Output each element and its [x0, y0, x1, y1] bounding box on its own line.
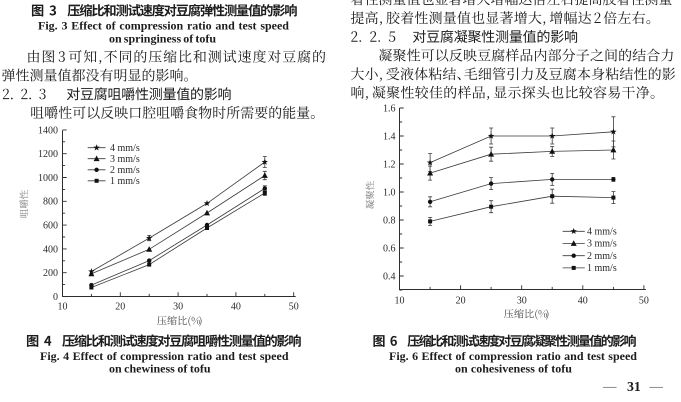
svg-text:on chewiness of tofu: on chewiness of tofu — [109, 362, 211, 376]
svg-text:31: 31 — [627, 379, 641, 394]
svg-text:—: — — [602, 379, 617, 394]
svg-text:1400: 1400 — [38, 125, 58, 136]
svg-text:0.4: 0.4 — [383, 271, 396, 282]
svg-text:40: 40 — [578, 296, 588, 307]
svg-text:1.4: 1.4 — [383, 131, 396, 142]
svg-text:3 mm/s: 3 mm/s — [587, 239, 617, 250]
svg-text:2 mm/s: 2 mm/s — [587, 251, 617, 262]
svg-text:1 mm/s: 1 mm/s — [587, 263, 617, 274]
svg-text:0: 0 — [53, 292, 58, 303]
svg-text:Fig. 3 Effect of compression r: Fig. 3 Effect of compression ratio and t… — [38, 18, 289, 32]
svg-text:0.6: 0.6 — [383, 243, 396, 254]
svg-text:10: 10 — [58, 302, 68, 313]
svg-text:1000: 1000 — [38, 173, 58, 184]
svg-text:—: — — [649, 379, 664, 394]
svg-text:0.8: 0.8 — [383, 215, 396, 226]
svg-text:1.6: 1.6 — [383, 103, 396, 114]
svg-text:1 mm/s: 1 mm/s — [110, 176, 140, 187]
svg-text:10: 10 — [395, 296, 405, 307]
svg-text:on springiness of tofu: on springiness of tofu — [109, 31, 216, 45]
svg-text:30: 30 — [173, 302, 183, 313]
svg-text:2 mm/s: 2 mm/s — [110, 165, 140, 176]
svg-text:800: 800 — [43, 197, 58, 208]
svg-text:Fig. 4 Effect of compression r: Fig. 4 Effect of compression ratio and t… — [40, 349, 289, 363]
svg-text:on cohesiveness of tofu: on cohesiveness of tofu — [455, 362, 572, 376]
svg-text:200: 200 — [43, 268, 58, 279]
svg-text:3 mm/s: 3 mm/s — [110, 154, 140, 165]
svg-text:600: 600 — [43, 221, 58, 232]
svg-text:50: 50 — [639, 296, 649, 307]
svg-text:20: 20 — [115, 302, 125, 313]
svg-text:1.0: 1.0 — [383, 187, 396, 198]
svg-text:4 mm/s: 4 mm/s — [587, 227, 617, 238]
svg-text:50: 50 — [289, 302, 299, 313]
svg-text:20: 20 — [456, 296, 466, 307]
svg-text:4 mm/s: 4 mm/s — [110, 143, 140, 154]
svg-text:30: 30 — [517, 296, 527, 307]
svg-text:1200: 1200 — [38, 149, 58, 160]
svg-text:40: 40 — [231, 302, 241, 313]
svg-text:400: 400 — [43, 244, 58, 255]
svg-text:Fig. 6 Effect of compression r: Fig. 6 Effect of compression ratio and t… — [389, 349, 637, 363]
svg-text:1.2: 1.2 — [383, 159, 396, 170]
